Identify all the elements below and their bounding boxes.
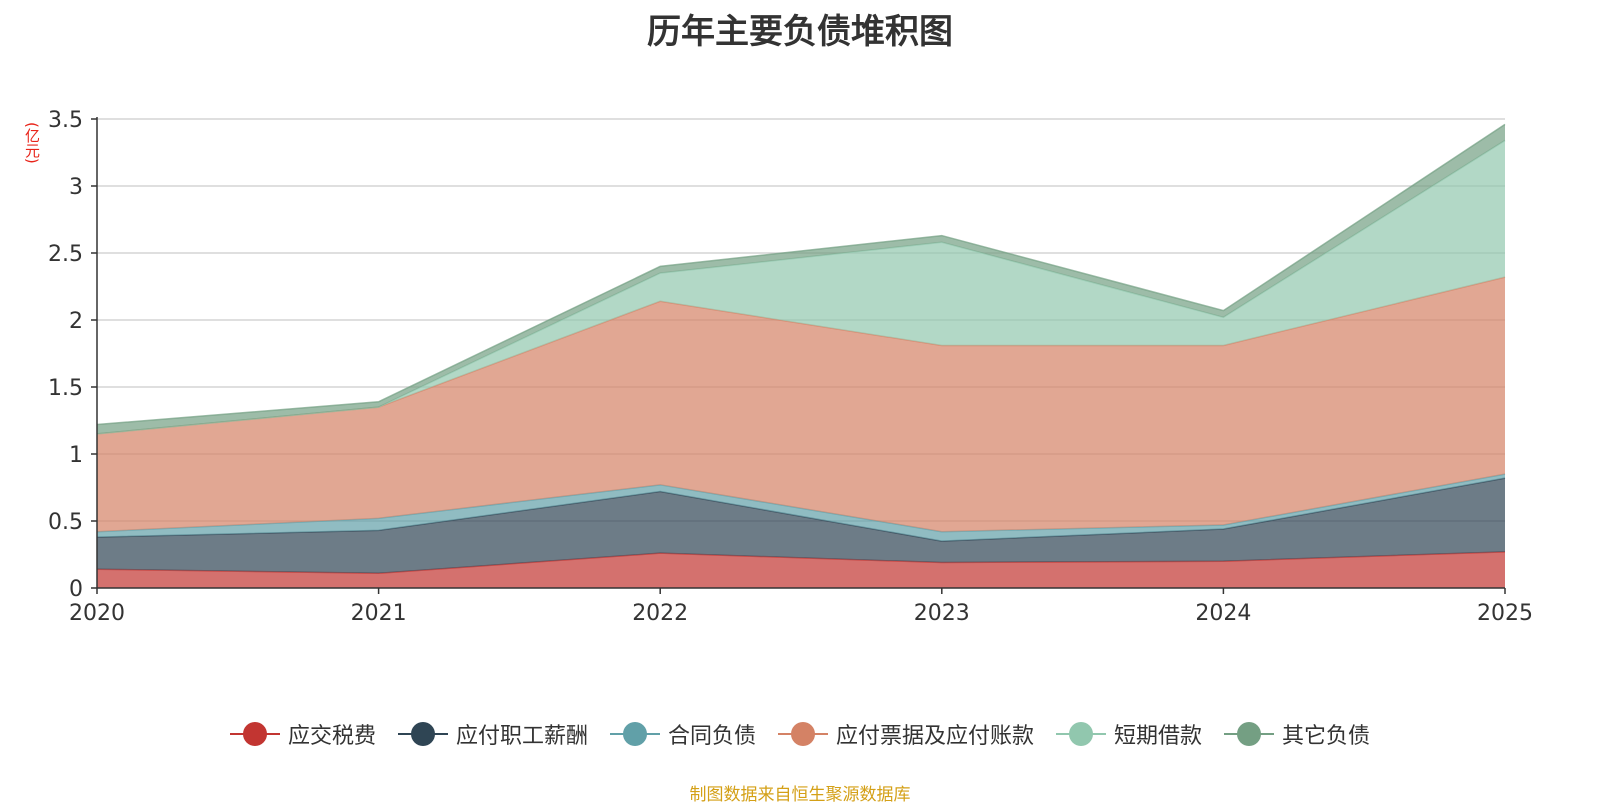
area-series-layer: [96, 123, 1506, 588]
legend-swatch-icon: [397, 722, 448, 746]
legend-label: 合同负债: [667, 724, 756, 749]
y-tick-label: 1.5: [48, 376, 83, 401]
legend-item-2[interactable]: 合同负债: [609, 718, 756, 750]
x-tick-label: 2025: [1477, 601, 1533, 626]
y-axis-unit-label: (亿元): [23, 122, 41, 164]
axes: 0 0.5 1 1.5 2 2.5 3 3.5 2020 2021 2022 2023 2024 2025: [48, 108, 1533, 626]
x-tick-label: 2022: [632, 601, 688, 626]
area-series-0[interactable]: [97, 551, 1505, 588]
legend-item-3[interactable]: 应付票据及应付账款: [778, 718, 1034, 750]
y-tick-label: 2.5: [48, 242, 83, 267]
legend-swatch-icon: [778, 722, 828, 746]
x-tick-label: 2024: [1195, 601, 1251, 626]
y-tick-label: 0.5: [48, 510, 83, 535]
legend-item-1[interactable]: 应付职工薪酬: [397, 718, 588, 750]
legend-label: 应付票据及应付账款: [836, 724, 1035, 749]
legend-label: 其它负债: [1282, 724, 1371, 749]
legend-swatch-icon: [1056, 722, 1107, 746]
y-tick-label: 1: [69, 443, 83, 468]
area-series-edge-5: [96, 123, 1506, 426]
y-tick-label: 2: [69, 309, 83, 334]
x-tick-label: 2023: [914, 601, 970, 626]
chart-title: 历年主要负债堆积图: [647, 12, 953, 52]
area-series-1[interactable]: [97, 478, 1505, 574]
x-tick-label: 2021: [351, 601, 407, 626]
area-series-4[interactable]: [97, 140, 1505, 434]
y-tick-label: 3.5: [48, 108, 83, 133]
y-tick-label: 3: [69, 175, 83, 200]
y-tick-label: 0: [69, 577, 83, 602]
legend-item-5[interactable]: 其它负债: [1224, 718, 1370, 750]
legend-label: 应付职工薪酬: [455, 724, 588, 749]
legend-item-4[interactable]: 短期借款: [1056, 718, 1202, 750]
legend-swatch-icon: [609, 722, 660, 746]
legend-item-0[interactable]: 应交税费: [229, 718, 376, 750]
data-source-note: 制图数据来自恒生聚源数据库: [689, 785, 911, 805]
legend-label: 短期借款: [1114, 724, 1203, 749]
area-series-3[interactable]: [97, 277, 1505, 532]
legend-swatch-icon: [1224, 722, 1275, 746]
legend-label: 应交税费: [287, 724, 376, 749]
x-tick-label: 2020: [69, 601, 125, 626]
legend-swatch-icon: [229, 722, 280, 746]
legend: 应交税费 应付职工薪酬 合同负债 应付票据及应付账款 短期借款 其它负债: [0, 718, 1600, 750]
